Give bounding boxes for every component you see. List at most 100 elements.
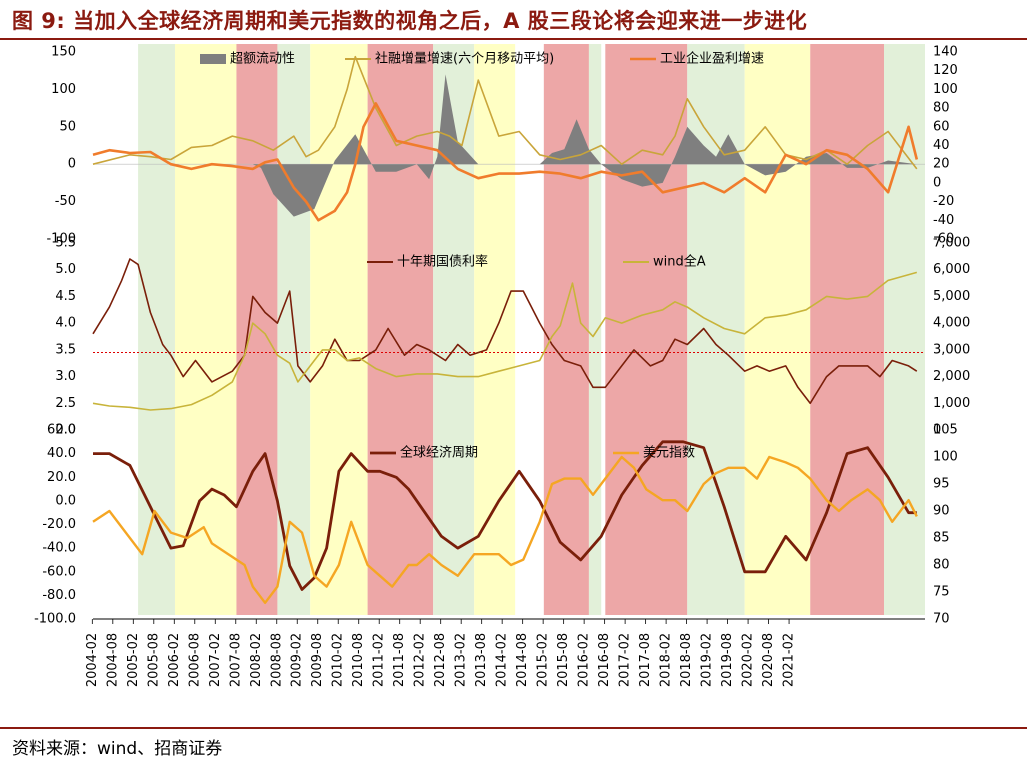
series-line [92, 455, 918, 604]
x-tick-label: 2007-02 [208, 633, 223, 687]
y-right-tick-label: 95 [933, 477, 950, 492]
y-right-tick-label: 80 [933, 101, 950, 116]
y-right-tick-label: 100 [933, 82, 958, 97]
y-right-tick-label: 5,000 [933, 289, 970, 304]
x-tick-label: 2011-08 [392, 633, 407, 687]
y-right-tick-label: 2,000 [933, 369, 970, 384]
x-tick-label: 2014-08 [515, 633, 530, 687]
x-tick-label: 2009-02 [290, 633, 305, 687]
x-tick-label: 2013-08 [474, 633, 489, 687]
y-right-tick-label: 40 [933, 138, 950, 153]
x-tick-label: 2009-08 [310, 633, 325, 687]
x-tick-label: 2006-02 [167, 633, 182, 687]
regime-band [588, 44, 602, 615]
y-left-tick-label: -20.0 [42, 517, 76, 532]
y-right-tick-label: 60 [933, 119, 950, 134]
y-left-tick-label: 5.5 [55, 236, 76, 251]
regime-band [884, 44, 925, 615]
y-left-tick-label: 0.0 [55, 493, 76, 508]
x-tick-label: 2021-02 [782, 633, 797, 687]
x-tick-label: 2019-02 [700, 633, 715, 687]
y-left-tick-label: 150 [51, 45, 76, 60]
title-rule [0, 38, 1027, 40]
series-area [93, 74, 917, 217]
series-line [92, 271, 918, 411]
regime-band [474, 44, 516, 615]
source-note: 资料来源：wind、招商证券 [12, 739, 223, 759]
y-left-tick-label: 2.0 [55, 423, 76, 438]
figure-title: 图 9: 当加入全球经济周期和美元指数的视角之后，A 股三段论将会迎来进一步进化 [12, 9, 808, 33]
regime-band [744, 44, 811, 615]
regime-band [605, 44, 688, 615]
y-right-tick-label: -60 [933, 232, 954, 247]
x-tick-label: 2006-08 [187, 633, 202, 687]
y-right-tick-label: 75 [933, 585, 950, 600]
x-tick-label: 2010-08 [351, 633, 366, 687]
y-left-tick-label: 4.0 [55, 316, 76, 331]
legend-label: 社融增量增速(六个月移动平均) [375, 51, 554, 67]
y-left-tick-label: -100.0 [34, 612, 76, 627]
x-tick-label: 2008-08 [269, 633, 284, 687]
series-line [92, 102, 919, 222]
x-tick-label: 2014-02 [495, 633, 510, 687]
y-right-tick-label: 90 [933, 504, 950, 519]
legend-label: 全球经济周期 [400, 445, 478, 461]
y-right-tick-label: -40 [933, 213, 954, 228]
y-right-tick-label: 7,000 [933, 236, 970, 251]
x-tick-label: 2020-08 [761, 633, 776, 687]
regime-band [810, 44, 885, 615]
x-tick-label: 2005-08 [146, 633, 161, 687]
x-tick-label: 2005-02 [126, 633, 141, 687]
regime-band [687, 44, 745, 615]
x-tick-label: 2011-02 [372, 633, 387, 687]
series-line [92, 258, 918, 405]
legend-label: 工业企业盈利增速 [660, 51, 764, 67]
y-left-tick-label: 4.5 [55, 289, 76, 304]
x-tick-label: 2004-02 [85, 633, 100, 687]
y-left-tick-label: -60.0 [42, 564, 76, 579]
y-right-tick-label: -20 [933, 194, 954, 209]
x-tick-label: 2007-08 [228, 633, 243, 687]
y-right-tick-label: 120 [933, 63, 958, 78]
regime-band [543, 44, 589, 615]
x-tick-label: 2018-02 [659, 633, 674, 687]
y-left-tick-label: -50 [55, 194, 76, 209]
x-tick-label: 2015-02 [536, 633, 551, 687]
y-left-tick-label: 0 [68, 157, 76, 172]
y-left-tick-label: -80.0 [42, 588, 76, 603]
series-line [93, 440, 917, 591]
y-left-tick-label: 40.0 [47, 446, 76, 461]
x-tick-label: 2017-02 [618, 633, 633, 687]
y-left-tick-label: 20.0 [47, 470, 76, 485]
y-right-tick-label: 0 [933, 423, 941, 438]
legend-label: 超额流动性 [230, 52, 295, 67]
y-left-tick-label: 3.0 [55, 369, 76, 384]
y-right-tick-label: 105 [933, 423, 958, 438]
y-left-tick-label: 50 [59, 119, 76, 134]
y-right-tick-label: 80 [933, 558, 950, 573]
legend-label: 美元指数 [643, 446, 695, 461]
y-right-tick-label: 4,000 [933, 316, 970, 331]
x-tick-label: 2018-08 [679, 633, 694, 687]
x-tick-label: 2012-08 [433, 633, 448, 687]
y-right-tick-label: 100 [933, 450, 958, 465]
x-tick-label: 2015-08 [556, 633, 571, 687]
y-left-tick-label: 2.5 [55, 396, 76, 411]
regime-band [367, 44, 434, 615]
y-right-tick-label: 20 [933, 157, 950, 172]
y-right-tick-label: 1,000 [933, 396, 970, 411]
regime-band [236, 44, 278, 615]
y-left-tick-label: 3.5 [55, 342, 76, 357]
x-tick-label: 2004-08 [105, 633, 120, 687]
series-line [92, 55, 918, 170]
y-left-tick-label: 5.0 [55, 262, 76, 277]
x-tick-label: 2017-08 [638, 633, 653, 687]
x-tick-label: 2010-02 [331, 633, 346, 687]
y-right-tick-label: 70 [933, 612, 950, 627]
x-tick-label: 2019-08 [720, 633, 735, 687]
y-left-tick-label: -40.0 [42, 541, 76, 556]
x-tick-label: 2012-02 [413, 633, 428, 687]
regime-band [310, 44, 368, 615]
